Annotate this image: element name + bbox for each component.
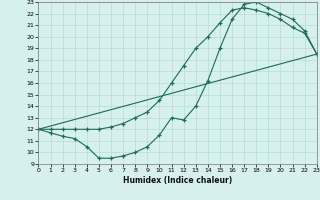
X-axis label: Humidex (Indice chaleur): Humidex (Indice chaleur) [123, 176, 232, 185]
